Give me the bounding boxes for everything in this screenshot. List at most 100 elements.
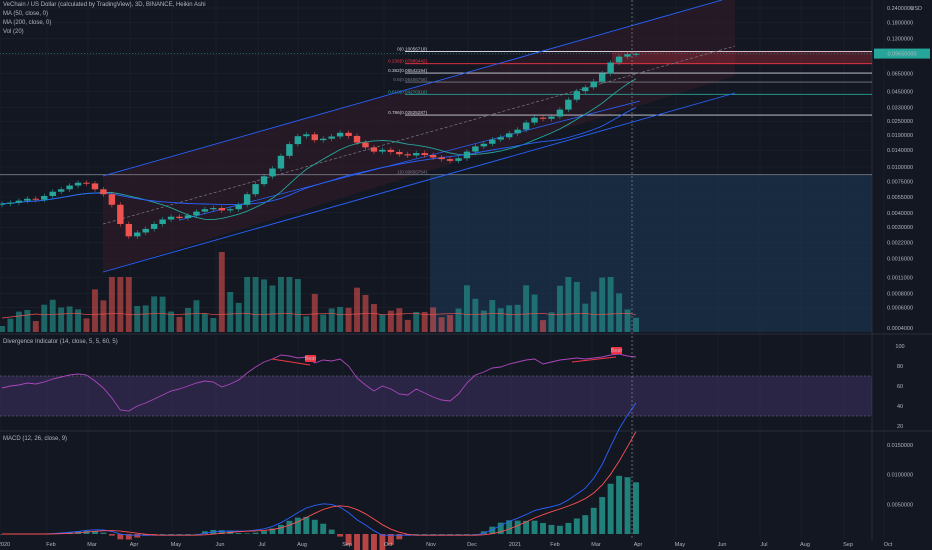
candle: [41, 193, 48, 203]
volume-bar: [345, 307, 352, 332]
currency-label: USD: [910, 6, 922, 12]
macd-histogram-bar: [421, 534, 428, 535]
candle-body: [100, 189, 107, 195]
time-tick-label: Mar: [87, 542, 97, 548]
candle: [624, 51, 631, 60]
macd-histogram-bar: [480, 531, 487, 534]
volume-bar: [176, 316, 183, 332]
candle-body: [531, 117, 538, 123]
macd-histogram-bar: [354, 534, 360, 550]
macd-histogram-bar: [531, 520, 538, 534]
candle: [615, 54, 623, 66]
candle: [74, 180, 82, 189]
time-tick-label: Sep: [342, 542, 352, 548]
candle: [379, 147, 386, 155]
candle-body: [117, 204, 124, 224]
macd-legend[interactable]: MACD (12, 26, close, 9): [3, 436, 68, 442]
ma50-legend[interactable]: MA (50, close, 0): [3, 11, 49, 17]
candle: [159, 217, 166, 227]
candle-body: [260, 176, 268, 185]
volume-bar: [480, 310, 487, 332]
candle-body: [91, 183, 99, 190]
volume-bar: [286, 277, 293, 332]
volume-bar: [134, 305, 141, 332]
time-tick-label: 2020: [0, 542, 10, 548]
candle: [497, 134, 504, 143]
candle: [446, 156, 454, 164]
time-tick-label: Jul: [258, 542, 265, 548]
candle: [362, 140, 369, 150]
fib-level-label: 0(0.10056718): [397, 47, 427, 52]
volume-bar: [548, 312, 555, 332]
ma200-legend[interactable]: MA (200, close, 0): [3, 20, 52, 26]
fib-zone-blue: [430, 175, 872, 332]
candle-body: [387, 149, 395, 152]
candle: [7, 200, 14, 207]
macd-histogram-bar: [286, 520, 293, 534]
time-tick-label: Apr: [634, 542, 643, 548]
candle-body: [514, 129, 521, 134]
macd-histogram-bar: [125, 534, 132, 540]
volume-bar: [252, 277, 259, 332]
volume-bar: [590, 291, 597, 332]
candle: [201, 206, 209, 215]
macd-histogram-bar: [134, 534, 141, 538]
macd-histogram-bar: [573, 518, 580, 534]
rsi-tick-label: 100: [895, 344, 904, 350]
candle-body: [303, 134, 310, 137]
rsi-tick-label: 60: [897, 384, 903, 390]
macd-tick-label: 0.0050000: [887, 502, 913, 508]
volume-bar: [379, 314, 386, 332]
time-tick-label: Feb: [550, 542, 559, 548]
trend-line: [179, 100, 641, 221]
candle-body: [49, 191, 56, 196]
macd-histogram-bar: [193, 533, 200, 535]
candle: [167, 214, 175, 223]
macd-histogram-bar: [185, 534, 191, 535]
candle-body: [24, 198, 31, 201]
bear-divergence-line: [571, 356, 617, 363]
volume-bar: [599, 277, 606, 332]
macd-histogram-bar: [151, 534, 158, 535]
volume-bar: [193, 300, 200, 332]
volume-bar: [168, 311, 175, 332]
candle: [311, 131, 318, 143]
candle-body: [438, 157, 445, 160]
candle: [32, 196, 40, 203]
time-tick-label: Aug: [297, 542, 307, 548]
macd-histogram-bar: [396, 534, 403, 540]
volume-bar: [489, 300, 496, 332]
price-tick-label: 0.0450000: [887, 90, 913, 96]
volume-bar: [565, 277, 572, 332]
price-tick-label: 0.0022000: [887, 241, 913, 247]
candle-body: [598, 73, 606, 82]
volume-bar: [506, 305, 513, 332]
rsi-line: [1, 353, 637, 412]
volume-legend[interactable]: Vol (20): [3, 29, 24, 35]
candle: [24, 196, 31, 204]
candle-body: [328, 136, 335, 139]
candle-body: [150, 223, 158, 229]
volume-bar: [294, 278, 301, 332]
candle-body: [218, 208, 225, 211]
candle-body: [320, 138, 327, 141]
volume-bar: [235, 302, 242, 332]
rsi-tick-label: 80: [897, 364, 903, 370]
candle: [455, 155, 462, 164]
macd-histogram-bar: [633, 482, 639, 534]
candle-body: [159, 219, 166, 224]
candle: [548, 114, 555, 122]
candle-body: [0, 203, 6, 205]
volume-bar: [142, 305, 149, 332]
volume-bar: [261, 279, 268, 332]
volume-bar: [354, 287, 360, 332]
divergence-legend[interactable]: Divergence Indicator (14, close, 5, 5, 6…: [3, 339, 118, 345]
candle: [556, 107, 564, 120]
volume-bar: [624, 309, 631, 332]
time-tick-label: May: [675, 542, 686, 548]
volume-bar: [7, 318, 14, 332]
macd-histogram-bar: [548, 524, 555, 534]
candle-body: [463, 151, 471, 159]
candle: [573, 88, 581, 103]
